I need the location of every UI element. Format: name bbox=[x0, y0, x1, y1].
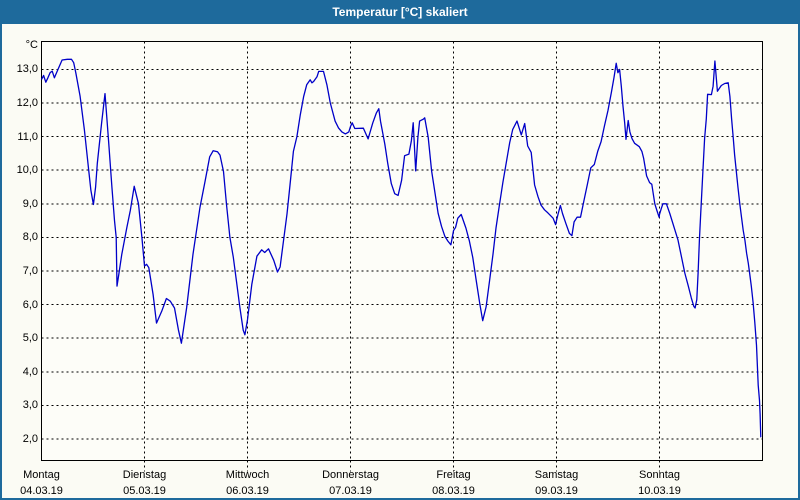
y-tick-label: 8,0 bbox=[22, 231, 38, 244]
y-tick-label: 13,0 bbox=[16, 63, 38, 76]
title-bar: Temperatur [°C] skaliert bbox=[2, 2, 798, 24]
y-tick-label: 11,0 bbox=[17, 130, 38, 143]
x-date-label: 07.03.19 bbox=[329, 485, 372, 497]
y-tick-label: 9,0 bbox=[22, 197, 38, 210]
y-tick-label: 3,0 bbox=[22, 399, 38, 412]
x-day-label: Mittwoch bbox=[225, 469, 270, 481]
x-date-label: 05.03.19 bbox=[123, 485, 166, 497]
y-tick-label: 4,0 bbox=[22, 365, 38, 378]
y-tick-label: 6,0 bbox=[22, 298, 38, 311]
x-date-label: 09.03.19 bbox=[535, 485, 578, 497]
window-title: Temperatur [°C] skaliert bbox=[332, 5, 468, 19]
y-tick-label: 2,0 bbox=[22, 432, 38, 445]
plot-frame bbox=[41, 41, 763, 461]
x-date-label: 04.03.19 bbox=[20, 485, 63, 497]
y-tick-label: 12,0 bbox=[16, 96, 38, 109]
x-day-label: Dienstag bbox=[122, 469, 167, 481]
x-day-label: Montag bbox=[23, 469, 60, 481]
x-day-label: Sonntag bbox=[639, 469, 680, 481]
temperature-line bbox=[40, 58, 762, 438]
x-date-label: 08.03.19 bbox=[432, 485, 475, 497]
y-tick-label: 5,0 bbox=[22, 332, 38, 345]
x-day-label: Donnerstag bbox=[322, 469, 379, 481]
x-date-label: 06.03.19 bbox=[226, 485, 269, 497]
x-day-label: Freitag bbox=[436, 469, 471, 481]
y-tick-label: 10,0 bbox=[16, 164, 38, 177]
x-date-label: 10.03.19 bbox=[638, 485, 681, 497]
y-axis-unit-label: °C bbox=[25, 39, 38, 51]
x-day-label: Samstag bbox=[534, 469, 579, 481]
y-tick-label: 7,0 bbox=[22, 264, 38, 277]
